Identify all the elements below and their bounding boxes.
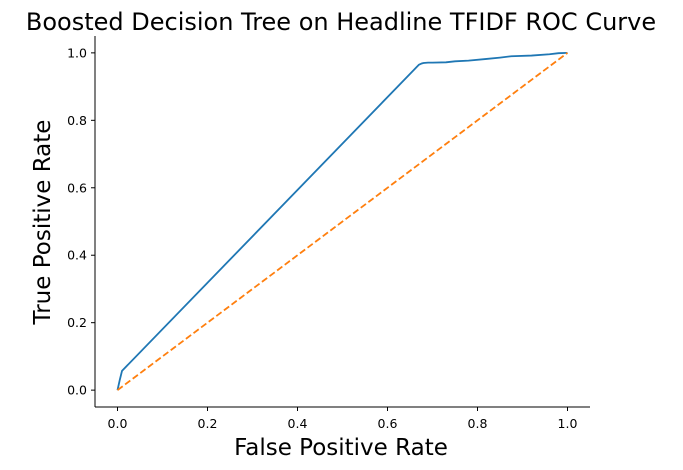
y-ticks: 0.0 0.2 0.4 0.6 0.8 1.0 xyxy=(67,45,95,398)
chart-title: Boosted Decision Tree on Headline TFIDF … xyxy=(26,8,656,36)
y-tick-label: 0.6 xyxy=(67,180,87,195)
y-tick-label: 1.0 xyxy=(67,45,87,60)
x-ticks: 0.0 0.2 0.4 0.6 0.8 1.0 xyxy=(108,407,578,431)
y-tick-label: 0.0 xyxy=(67,383,87,398)
x-tick-label: 0.6 xyxy=(378,416,398,431)
y-tick-label: 0.4 xyxy=(67,248,87,263)
y-tick-label: 0.2 xyxy=(67,315,87,330)
plot-area xyxy=(116,51,569,391)
series-line-2 xyxy=(116,52,569,391)
series-line-1 xyxy=(116,51,568,391)
x-tick-label: 1.0 xyxy=(558,416,578,431)
x-tick-label: 0.8 xyxy=(468,416,488,431)
x-tick-label: 0.2 xyxy=(198,416,218,431)
y-tick-label: 0.8 xyxy=(67,113,87,128)
x-tick-label: 0.0 xyxy=(108,416,128,431)
x-axis-label: False Positive Rate xyxy=(234,435,448,461)
y-axis-label: True Positive Rate xyxy=(30,120,56,326)
x-tick-label: 0.4 xyxy=(288,416,308,431)
